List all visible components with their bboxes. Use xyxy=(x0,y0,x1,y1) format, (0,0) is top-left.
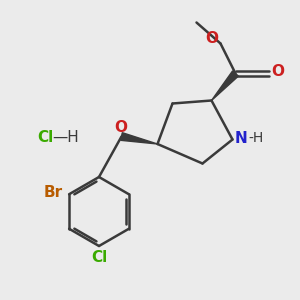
Text: O: O xyxy=(272,64,285,80)
Polygon shape xyxy=(121,133,158,144)
Text: Br: Br xyxy=(44,185,63,200)
Text: -H: -H xyxy=(248,131,263,145)
Text: N: N xyxy=(235,130,247,146)
Text: —H: —H xyxy=(52,130,79,146)
Text: Cl: Cl xyxy=(37,130,53,146)
Polygon shape xyxy=(212,71,239,100)
Text: Cl: Cl xyxy=(92,250,108,265)
Text: O: O xyxy=(114,120,128,135)
Text: O: O xyxy=(205,31,218,46)
